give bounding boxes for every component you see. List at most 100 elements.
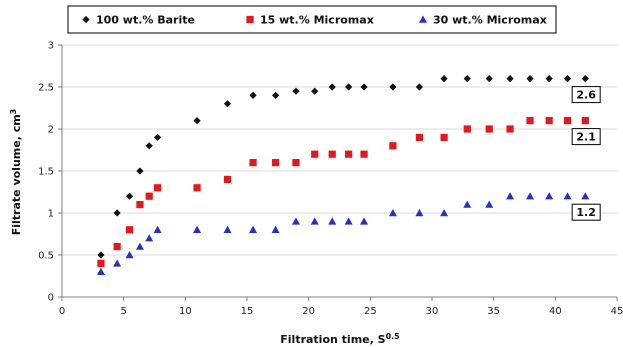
data-point-square — [506, 125, 514, 133]
data-point-diamond — [389, 83, 397, 91]
data-point-square — [311, 150, 319, 158]
data-point-diamond — [415, 83, 424, 91]
gridlines — [62, 44, 617, 256]
data-point-triangle — [360, 217, 369, 225]
data-point-square — [113, 243, 121, 251]
data-point-triangle — [581, 192, 590, 200]
data-point-diamond — [485, 75, 493, 83]
data-point-triangle — [388, 209, 397, 217]
data-point-triangle — [145, 234, 154, 242]
legend-label: 15 wt.% Micromax — [260, 14, 374, 27]
legend-box — [67, 5, 557, 34]
legend-marker-square — [246, 15, 254, 24]
x-tick-label: 20 — [302, 306, 315, 317]
data-point-square — [415, 133, 424, 141]
data-point-triangle — [223, 225, 232, 233]
data-point-diamond — [145, 142, 153, 150]
data-point-diamond — [193, 117, 201, 125]
data-point-diamond — [345, 83, 353, 91]
data-point-square — [463, 125, 471, 133]
x-tick-label: 15 — [241, 306, 254, 317]
data-point-square — [389, 142, 397, 150]
data-point-square — [292, 159, 300, 167]
data-point-square — [485, 125, 493, 133]
data-point-triangle — [485, 200, 494, 208]
data-point-diamond — [506, 75, 514, 83]
data-point-triangle — [344, 217, 353, 225]
x-tick-label: 40 — [549, 306, 562, 317]
x-tick-label: 5 — [120, 306, 126, 317]
x-axis-title: Filtration time, S0.5 — [280, 332, 400, 346]
data-point-square — [223, 175, 232, 183]
y-tick-label: 1 — [48, 209, 54, 220]
annotations: 2.6 2.1 1.2 — [571, 86, 601, 221]
value-callout-box — [571, 128, 601, 146]
x-tick-label: 0 — [59, 306, 65, 317]
data-point-triangle — [96, 267, 105, 275]
data-point-diamond — [440, 75, 448, 83]
value-callout-label: 2.1 — [576, 131, 596, 144]
x-tick-label: 45 — [611, 306, 623, 317]
data-point-square — [563, 117, 572, 125]
data-point-square — [193, 184, 201, 192]
x-tick-label: 30 — [426, 306, 439, 317]
x-tick-label: 35 — [487, 306, 500, 317]
y-tick-label: 2 — [48, 125, 54, 136]
data-point-diamond — [545, 75, 553, 83]
data-point-triangle — [526, 192, 535, 200]
y-tick-label: 3 — [48, 41, 54, 52]
data-point-diamond — [311, 87, 319, 95]
axes: 00.511.522.530 5 10 15 20 25 30 35 40 45 — [38, 41, 623, 318]
data-point-diamond — [136, 167, 144, 175]
data-point-diamond — [125, 192, 134, 200]
value-callout-label: 1.2 — [576, 206, 596, 219]
data-point-triangle — [271, 225, 280, 233]
data-point-diamond — [97, 251, 105, 259]
data-point-square — [272, 159, 280, 167]
data-point-triangle — [135, 242, 144, 250]
data-point-triangle — [249, 225, 258, 233]
data-point-square — [440, 133, 448, 141]
value-callout-label: 2.6 — [576, 89, 596, 102]
data-point-diamond — [463, 75, 471, 83]
data-point-square — [526, 117, 534, 125]
data-point-square — [249, 159, 257, 167]
data-point-triangle — [193, 225, 202, 233]
y-tick-label: 0 — [48, 293, 54, 304]
legend-marker-diamond — [82, 15, 90, 24]
data-point-triangle — [440, 209, 449, 217]
data-point-square — [145, 192, 153, 200]
data-point-triangle — [310, 217, 319, 225]
data-point-square — [97, 259, 105, 267]
data-point-diamond — [328, 83, 336, 91]
data-point-triangle — [291, 217, 300, 225]
data-point-triangle — [563, 192, 572, 200]
data-point-square — [545, 117, 553, 125]
data-point-triangle — [153, 225, 162, 233]
y-axis-title: Filtrate volume, cm3 — [9, 109, 23, 236]
value-callout-box — [571, 86, 601, 104]
data-point-triangle — [415, 209, 424, 217]
data-point-triangle — [506, 192, 515, 200]
data-point-diamond — [153, 133, 162, 141]
data-point-triangle — [328, 217, 337, 225]
data-point-diamond — [581, 75, 589, 83]
data-point-triangle — [125, 251, 134, 259]
data-point-diamond — [113, 209, 121, 217]
data-point-diamond — [526, 75, 534, 83]
data-point-triangle — [113, 259, 122, 267]
data-point-diamond — [249, 91, 257, 99]
data-point-square — [125, 226, 134, 234]
data-point-triangle — [463, 200, 472, 208]
data-point-triangle — [545, 192, 554, 200]
y-tick-label: 0.5 — [38, 251, 54, 262]
x-tick-label: 25 — [364, 306, 377, 317]
y-tick-label: 2.5 — [38, 83, 54, 94]
data-point-diamond — [563, 75, 572, 83]
data-series — [96, 75, 590, 275]
legend: 100 wt.% Barite 15 wt.% Micromax 30 wt.% M… — [67, 5, 557, 34]
data-point-square — [328, 150, 336, 158]
data-point-square — [360, 150, 368, 158]
legend-label: 100 wt.% Barite — [96, 14, 195, 27]
data-point-square — [345, 150, 353, 158]
